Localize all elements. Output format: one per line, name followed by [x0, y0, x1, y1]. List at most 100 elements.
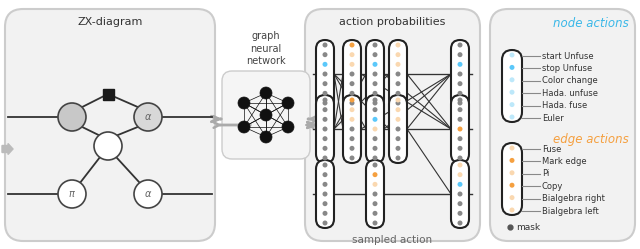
FancyBboxPatch shape: [316, 95, 334, 163]
Circle shape: [282, 97, 294, 109]
FancyBboxPatch shape: [451, 160, 469, 228]
Circle shape: [396, 52, 401, 57]
Circle shape: [58, 103, 86, 131]
Circle shape: [458, 146, 463, 151]
Text: ZX-diagram: ZX-diagram: [77, 17, 143, 27]
Circle shape: [372, 71, 378, 76]
Circle shape: [349, 101, 355, 106]
FancyBboxPatch shape: [343, 95, 361, 163]
Circle shape: [323, 163, 328, 168]
Circle shape: [458, 52, 463, 57]
FancyBboxPatch shape: [305, 9, 480, 241]
Circle shape: [349, 43, 355, 48]
Text: Fuse: Fuse: [542, 144, 561, 153]
Circle shape: [323, 201, 328, 206]
FancyBboxPatch shape: [389, 95, 407, 163]
Circle shape: [372, 101, 378, 106]
Circle shape: [396, 71, 401, 76]
Circle shape: [372, 126, 378, 131]
Circle shape: [458, 62, 463, 67]
Circle shape: [372, 211, 378, 216]
Circle shape: [372, 191, 378, 196]
FancyBboxPatch shape: [366, 40, 384, 108]
Text: Hada. unfuse: Hada. unfuse: [542, 89, 598, 98]
Text: stop Unfuse: stop Unfuse: [542, 64, 592, 73]
FancyBboxPatch shape: [502, 143, 522, 215]
Text: Hada. fuse: Hada. fuse: [542, 101, 588, 110]
Circle shape: [323, 146, 328, 151]
Circle shape: [458, 201, 463, 206]
Text: sampled action: sampled action: [352, 235, 432, 245]
Circle shape: [323, 136, 328, 141]
Circle shape: [458, 172, 463, 177]
Circle shape: [323, 191, 328, 196]
Circle shape: [372, 43, 378, 48]
Circle shape: [349, 98, 355, 103]
Circle shape: [396, 91, 401, 96]
Circle shape: [349, 117, 355, 122]
Text: start Unfuse: start Unfuse: [542, 52, 594, 61]
Circle shape: [323, 172, 328, 177]
Circle shape: [458, 43, 463, 48]
Text: edge actions: edge actions: [553, 133, 629, 146]
Circle shape: [458, 71, 463, 76]
Circle shape: [238, 97, 250, 109]
Circle shape: [396, 146, 401, 151]
Circle shape: [372, 52, 378, 57]
Circle shape: [372, 146, 378, 151]
Circle shape: [260, 131, 272, 143]
Circle shape: [372, 117, 378, 122]
Circle shape: [323, 43, 328, 48]
Circle shape: [94, 132, 122, 160]
FancyBboxPatch shape: [366, 95, 384, 163]
Circle shape: [372, 107, 378, 112]
FancyBboxPatch shape: [316, 160, 334, 228]
Circle shape: [349, 91, 355, 96]
Circle shape: [396, 126, 401, 131]
Text: node actions: node actions: [553, 17, 629, 30]
Circle shape: [134, 180, 162, 208]
Circle shape: [396, 107, 401, 112]
Circle shape: [458, 136, 463, 141]
Text: Pi: Pi: [542, 169, 549, 178]
Circle shape: [509, 90, 515, 95]
Text: $\alpha$: $\alpha$: [144, 112, 152, 122]
Circle shape: [458, 117, 463, 122]
Circle shape: [458, 155, 463, 161]
FancyBboxPatch shape: [502, 50, 522, 122]
Circle shape: [458, 107, 463, 112]
Circle shape: [509, 102, 515, 107]
Circle shape: [349, 52, 355, 57]
Circle shape: [323, 81, 328, 86]
Circle shape: [458, 91, 463, 96]
Circle shape: [323, 117, 328, 122]
Circle shape: [260, 87, 272, 99]
Text: Bialgebra right: Bialgebra right: [542, 194, 605, 203]
Circle shape: [509, 170, 515, 175]
FancyBboxPatch shape: [451, 95, 469, 163]
Text: $\pi$: $\pi$: [68, 189, 76, 199]
Circle shape: [323, 71, 328, 76]
FancyBboxPatch shape: [343, 40, 361, 108]
Circle shape: [372, 62, 378, 67]
Circle shape: [509, 183, 515, 188]
Bar: [102, 88, 113, 100]
Circle shape: [238, 121, 250, 133]
Circle shape: [372, 136, 378, 141]
Circle shape: [58, 180, 86, 208]
Circle shape: [458, 126, 463, 131]
Circle shape: [458, 163, 463, 168]
Circle shape: [372, 91, 378, 96]
Circle shape: [372, 201, 378, 206]
Text: Color change: Color change: [542, 76, 598, 85]
Circle shape: [458, 98, 463, 103]
Text: Bialgebra left: Bialgebra left: [542, 206, 599, 215]
FancyBboxPatch shape: [222, 71, 310, 159]
Circle shape: [509, 195, 515, 200]
Circle shape: [323, 98, 328, 103]
Circle shape: [349, 136, 355, 141]
Circle shape: [372, 182, 378, 187]
Circle shape: [323, 182, 328, 187]
Circle shape: [323, 221, 328, 226]
Circle shape: [372, 155, 378, 161]
